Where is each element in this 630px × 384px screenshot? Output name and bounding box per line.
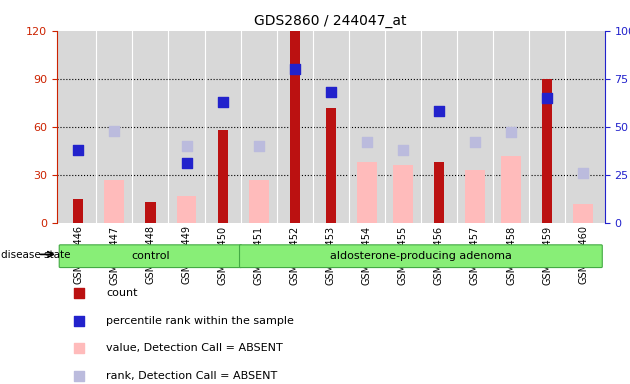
- Bar: [73, 199, 83, 223]
- Bar: [573, 204, 593, 223]
- Point: [74, 290, 84, 296]
- Bar: [105, 180, 124, 223]
- Text: value, Detection Call = ABSENT: value, Detection Call = ABSENT: [106, 343, 283, 353]
- Point: [470, 139, 480, 145]
- Bar: [217, 130, 227, 223]
- Point: [398, 147, 408, 153]
- Point: [74, 345, 84, 351]
- Bar: [501, 156, 521, 223]
- Point: [181, 143, 192, 149]
- Point: [326, 89, 336, 95]
- Point: [217, 99, 227, 105]
- Bar: [176, 195, 197, 223]
- Text: rank, Detection Call = ABSENT: rank, Detection Call = ABSENT: [106, 371, 277, 381]
- Point: [434, 108, 444, 114]
- Bar: [290, 31, 300, 223]
- FancyBboxPatch shape: [59, 245, 242, 268]
- Point: [290, 66, 300, 72]
- Bar: [146, 202, 156, 223]
- Text: count: count: [106, 288, 137, 298]
- Bar: [249, 180, 268, 223]
- FancyBboxPatch shape: [239, 245, 602, 268]
- Bar: [357, 162, 377, 223]
- Point: [254, 143, 264, 149]
- Bar: [542, 79, 552, 223]
- Point: [110, 127, 120, 134]
- Point: [362, 139, 372, 145]
- Text: percentile rank within the sample: percentile rank within the sample: [106, 316, 294, 326]
- Point: [74, 318, 84, 324]
- Title: GDS2860 / 244047_at: GDS2860 / 244047_at: [255, 14, 407, 28]
- Point: [578, 170, 588, 176]
- Point: [506, 129, 516, 136]
- Text: aldosterone-producing adenoma: aldosterone-producing adenoma: [330, 251, 512, 261]
- Text: control: control: [131, 251, 169, 261]
- Bar: [434, 162, 444, 223]
- Bar: [465, 170, 485, 223]
- Point: [74, 373, 84, 379]
- Bar: [326, 108, 336, 223]
- Point: [542, 95, 552, 101]
- Text: disease state: disease state: [1, 250, 70, 260]
- Bar: [393, 165, 413, 223]
- Point: [181, 160, 192, 166]
- Point: [73, 147, 83, 153]
